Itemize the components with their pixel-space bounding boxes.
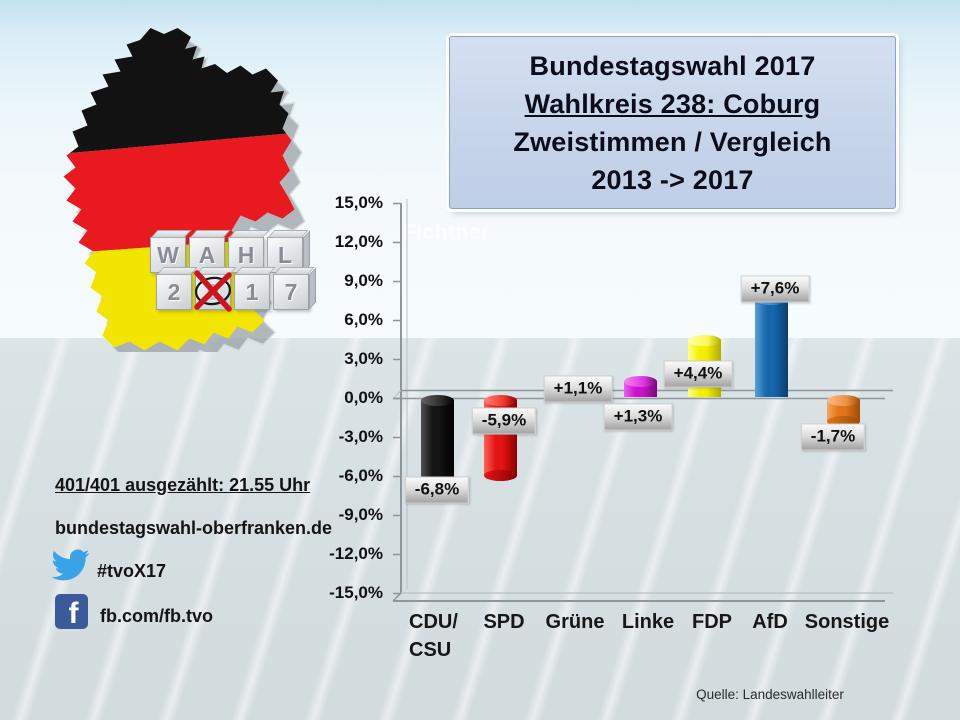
cube-1: 1 [234, 274, 270, 310]
bar-bottom-cap [483, 470, 517, 482]
y-tick-label: -12,0% [329, 543, 383, 563]
y-tick-label: 15,0% [334, 192, 383, 212]
floor-background [0, 338, 960, 720]
website-url: bundestagswahl-oberfranken.de [55, 518, 333, 538]
y-tick-label: -9,0% [338, 504, 383, 524]
value-label-CDU/CSU: -6,8% [404, 476, 470, 504]
y-tick-label: 0,0% [344, 387, 383, 407]
x-label-AfD: AfD [752, 611, 788, 633]
y-tick-label: 3,0% [344, 348, 383, 368]
x-label-Sonstige: Sonstige [804, 611, 890, 633]
value-label-Sonstige: -1,7% [800, 423, 866, 451]
bar-top-cap [483, 394, 517, 406]
x-label-Grüne: Grüne [545, 611, 605, 633]
twitter-icon [51, 549, 90, 581]
source-credit: Quelle: Landeswahlleiter [696, 687, 844, 702]
value-label-SPD: -5,9% [471, 407, 537, 435]
watermark: Fichtner [403, 221, 490, 244]
title-line-4: 2013 -> 2017 [591, 164, 754, 195]
title-line-3: Zweistimmen / Vergleich [513, 126, 832, 157]
facebook-handle: fb.com/fb.tvo [100, 606, 213, 626]
value-label-AfD: +7,6% [740, 275, 810, 303]
y-tick-label: -3,0% [338, 426, 383, 446]
germany-map-svg [63, 28, 306, 364]
value-label-FDP: +4,4% [663, 360, 733, 388]
bar-top-cap [687, 335, 721, 347]
bar-top-cap [420, 394, 454, 406]
title-box: Bundestagswahl 2017 Wahlkreis 238: Cobur… [449, 36, 896, 209]
title-line-1: Bundestagswahl 2017 [529, 50, 816, 81]
bar-bottom-cap [826, 415, 860, 427]
bar-top-cap [623, 375, 657, 387]
y-tick-label: -15,0% [329, 582, 383, 602]
y-tick-label: 6,0% [344, 309, 383, 329]
axis-line [392, 390, 402, 399]
counted-status: 401/401 ausgezählt: 21.55 Uhr [55, 475, 311, 495]
y-tick-label: 9,0% [344, 270, 383, 290]
twitter-hashtag: #tvoX17 [97, 561, 167, 581]
bar-AfD [754, 298, 788, 398]
bar-CDU/CSU [420, 399, 454, 488]
value-label-Grüne: +1,1% [543, 375, 613, 403]
facebook-icon: f [55, 594, 88, 629]
y-tick-label: -6,0% [338, 465, 383, 485]
x-label-CDU/CSU: CDU/CSU [409, 611, 458, 661]
x-label-FDP: FDP [692, 611, 732, 633]
y-tick-label: 12,0% [334, 231, 383, 251]
x-label-Linke: Linke [621, 611, 675, 633]
axis-line [392, 592, 402, 602]
title-line-2: Wahlkreis 238: Coburg [524, 88, 821, 119]
cube-7: 7 [273, 274, 309, 310]
cube-2: 2 [156, 274, 192, 310]
bar-top-cap [826, 394, 860, 406]
value-label-Linke: +1,3% [603, 403, 673, 431]
x-label-SPD: SPD [483, 611, 525, 633]
